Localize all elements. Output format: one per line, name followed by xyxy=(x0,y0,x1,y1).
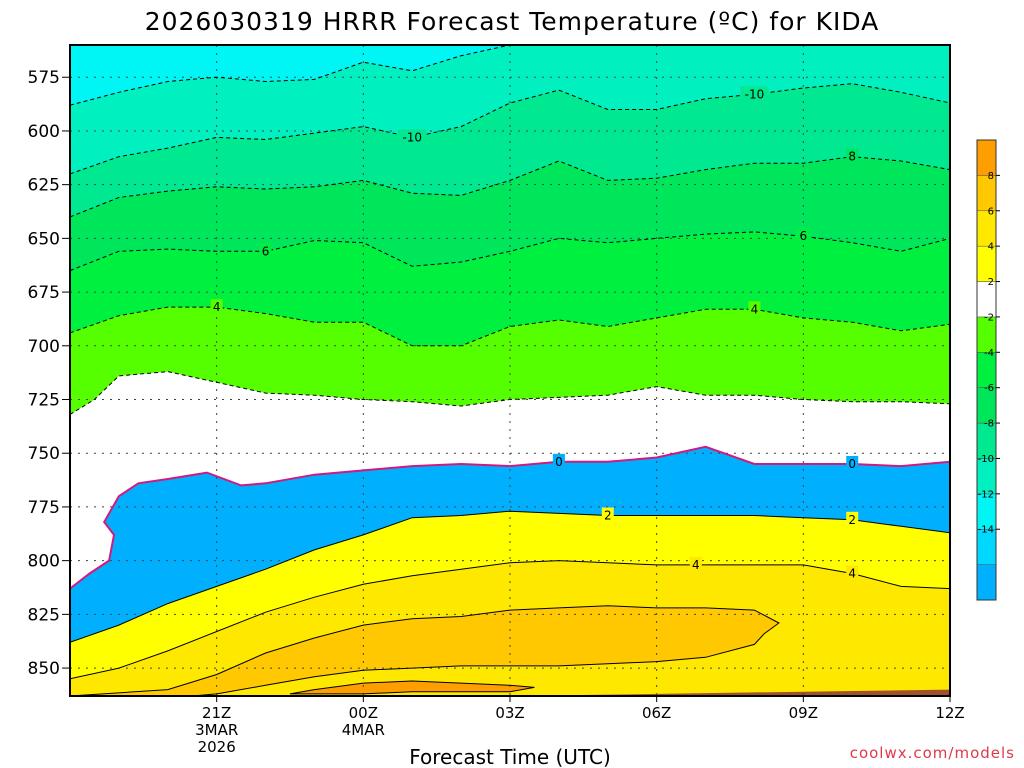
contour-label: -10 xyxy=(745,87,765,101)
contour-label-bg xyxy=(748,301,761,316)
y-tick-label: 700 xyxy=(28,337,60,357)
contour-label-bg xyxy=(846,455,859,470)
colorbar-swatch xyxy=(976,564,997,601)
fill-region-8 xyxy=(290,681,535,694)
contour-label: 2 xyxy=(604,509,612,523)
isotherm-line--6 xyxy=(70,231,950,272)
colorbar-label: 6 xyxy=(988,206,994,217)
gridlines xyxy=(70,45,950,696)
fill-region-6 xyxy=(70,605,779,696)
y-tick-label: 575 xyxy=(28,68,60,88)
contour-label-bg xyxy=(846,511,859,526)
contour-label-bg xyxy=(259,243,272,258)
contour-label: 4 xyxy=(848,567,856,581)
colorbar-label: 4 xyxy=(988,242,994,253)
contour-label-bg xyxy=(552,453,565,468)
y-axis-ticks: 575 600 625 650 675 700 725 750 775 800 825 850 xyxy=(28,68,70,679)
y-tick-label: 650 xyxy=(28,229,60,249)
colorbar-label: 8 xyxy=(988,171,994,182)
contour-labels: -10 -10 8 6 6 4 4 0 0 2 2 4 4 xyxy=(210,86,859,581)
contour-label-bg xyxy=(398,129,427,144)
isotherm-line-0 xyxy=(70,445,950,590)
x-tick-label: 2026 xyxy=(198,738,236,756)
x-tick-label: 06Z xyxy=(642,704,671,722)
colorbar-label: -10 xyxy=(978,454,994,465)
y-tick-label: 800 xyxy=(28,552,60,572)
isotherm-line-8 xyxy=(289,680,535,695)
isotherm-lines xyxy=(70,45,950,696)
isotherm-line-4 xyxy=(70,560,950,680)
temperature-fills xyxy=(70,45,950,696)
contour-label-bg xyxy=(601,507,614,522)
isotherm-line--2 xyxy=(70,371,950,415)
colorbar-label: -14 xyxy=(978,525,994,536)
terrain xyxy=(70,689,950,696)
contour-label-bg xyxy=(210,299,223,314)
x-tick-label: 09Z xyxy=(789,704,818,722)
chart-title: 2026030319 HRRR Forecast Temperature (ºC… xyxy=(145,7,880,36)
x-tick-label: 21Z xyxy=(202,704,231,722)
isotherm-line--8 xyxy=(70,156,950,218)
y-tick-label: 675 xyxy=(28,283,60,303)
x-axis-label: Forecast Time (UTC) xyxy=(409,745,611,768)
x-tick-label: 12Z xyxy=(935,704,964,722)
colorbar-border xyxy=(976,139,997,601)
colorbar-label: 2 xyxy=(988,277,994,288)
contour-label: -10 xyxy=(402,130,422,144)
contour-label: 6 xyxy=(800,229,808,243)
y-tick-label: 600 xyxy=(28,122,60,142)
y-tick-label: 725 xyxy=(28,391,60,411)
colorbar-label: -2 xyxy=(984,312,994,323)
isotherm-line-6 xyxy=(70,605,780,696)
y-tick-label: 775 xyxy=(28,498,60,518)
x-tick-label: 4MAR xyxy=(342,721,385,739)
contour-label-bg xyxy=(689,556,702,571)
contour-label: 0 xyxy=(848,457,856,471)
y-tick-label: 750 xyxy=(28,444,60,464)
contour-label-bg xyxy=(846,565,859,580)
x-tick-label: 3MAR xyxy=(195,721,238,739)
isotherm-line--12 xyxy=(70,45,950,106)
contour-label-bg xyxy=(740,86,769,101)
colorbar-label: -6 xyxy=(984,383,994,394)
contour-label: 0 xyxy=(555,455,563,469)
contour-label: 4 xyxy=(213,300,221,314)
isotherm-line-2 xyxy=(70,510,950,643)
colorbar-label: -4 xyxy=(984,348,994,359)
contour-label: 6 xyxy=(262,244,270,258)
contour-label-bg xyxy=(797,228,810,243)
y-tick-label: 850 xyxy=(28,659,60,679)
isotherm-line--10 xyxy=(70,83,950,175)
contour-label: 8 xyxy=(848,150,856,164)
colorbar-label: -12 xyxy=(978,489,994,500)
y-tick-label: 625 xyxy=(28,176,60,196)
colorbar: -14 -12 -10 -8 -6 -4 -2 2 4 6 8 xyxy=(976,139,1000,601)
isotherm-line--4 xyxy=(70,306,950,347)
contour-label-bg xyxy=(846,148,859,163)
x-tick-label: 00Z xyxy=(349,704,378,722)
contour-label: 4 xyxy=(692,558,700,572)
colorbar-label: -8 xyxy=(984,419,994,430)
watermark[interactable]: coolwx.com/models xyxy=(850,744,1015,762)
x-tick-label: 03Z xyxy=(495,704,524,722)
contour-label: 4 xyxy=(751,302,759,316)
contour-label: 2 xyxy=(848,513,856,527)
y-tick-label: 825 xyxy=(28,605,60,625)
